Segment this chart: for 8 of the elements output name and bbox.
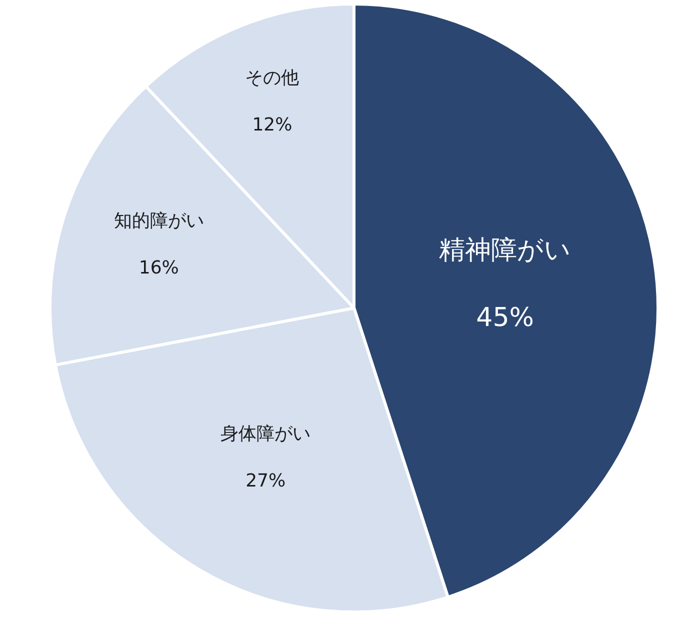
data-label: 45% (476, 302, 534, 333)
slice-label: 身体障がい (220, 424, 311, 445)
data-label: 12% (252, 114, 292, 136)
data-label: 27% (246, 470, 286, 492)
slice-label: その他 (245, 68, 300, 88)
slice-label: 知的障がい (114, 210, 204, 232)
data-label: 16% (138, 258, 179, 278)
slice-label: 精神障がい (439, 235, 572, 266)
